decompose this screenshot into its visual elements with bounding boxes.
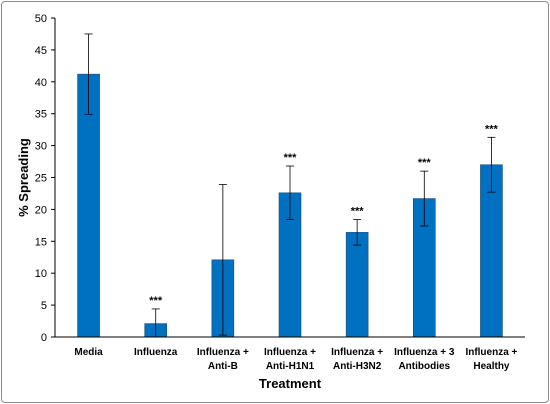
y-tick-label: 40 <box>35 77 47 89</box>
significance-label: *** <box>351 206 365 218</box>
x-category-label: Anti-H1N1 <box>266 361 315 372</box>
x-category-label: Influenza + 3 <box>394 347 455 358</box>
bar <box>345 232 369 338</box>
significance-labels: *** *** *** *** *** <box>149 123 498 307</box>
y-tick-label: 15 <box>35 236 47 248</box>
significance-label: *** <box>149 295 163 307</box>
error-bars <box>84 33 496 338</box>
y-tick-label: 20 <box>35 204 47 216</box>
y-tick-label: 0 <box>41 332 47 344</box>
x-category-label: Antibodies <box>398 361 450 372</box>
y-tick-label: 30 <box>35 141 47 153</box>
x-category-label: Influenza + <box>331 347 383 358</box>
y-axis-ticks: 0 5 10 15 20 25 30 35 40 45 50 <box>35 13 55 344</box>
significance-label: *** <box>284 152 298 164</box>
x-category-label: Media <box>74 347 103 358</box>
y-tick-label: 25 <box>35 173 47 185</box>
y-tick-label: 35 <box>35 109 47 121</box>
x-axis-category-labels: Media Influenza Influenza + Anti-B Influenza… <box>74 347 517 372</box>
bars <box>77 73 503 338</box>
y-tick-label: 50 <box>35 13 47 25</box>
y-tick-label: 5 <box>41 300 47 312</box>
x-category-label: Anti-B <box>208 361 238 372</box>
x-axis-title: Treatment <box>259 376 322 391</box>
x-category-label: Influenza + <box>197 347 249 358</box>
significance-label: *** <box>485 123 499 135</box>
y-tick-label: 10 <box>35 268 47 280</box>
x-category-label: Influenza + <box>264 347 316 358</box>
x-category-label: Healthy <box>473 361 510 372</box>
significance-label: *** <box>418 157 432 169</box>
x-category-label: Anti-H3N2 <box>333 361 382 372</box>
y-tick-label: 45 <box>35 45 47 57</box>
x-category-label: Influenza + <box>465 347 517 358</box>
y-axis-title: % Spreading <box>16 138 31 217</box>
x-category-label: Influenza <box>134 347 178 358</box>
